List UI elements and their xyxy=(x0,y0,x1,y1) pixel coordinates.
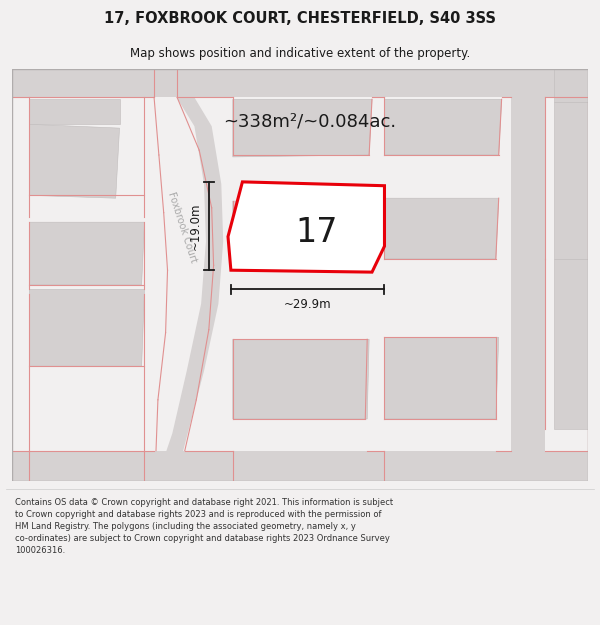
Polygon shape xyxy=(233,339,369,419)
Polygon shape xyxy=(29,289,145,366)
Polygon shape xyxy=(228,182,385,272)
Polygon shape xyxy=(29,222,145,284)
Polygon shape xyxy=(233,99,372,157)
Polygon shape xyxy=(554,259,588,429)
Polygon shape xyxy=(12,451,588,481)
Polygon shape xyxy=(29,99,119,124)
Polygon shape xyxy=(511,69,545,481)
Polygon shape xyxy=(554,69,588,102)
Text: 17, FOXBROOK COURT, CHESTERFIELD, S40 3SS: 17, FOXBROOK COURT, CHESTERFIELD, S40 3S… xyxy=(104,11,496,26)
Polygon shape xyxy=(154,69,223,481)
Polygon shape xyxy=(385,338,499,419)
Text: Contains OS data © Crown copyright and database right 2021. This information is : Contains OS data © Crown copyright and d… xyxy=(15,499,393,554)
Polygon shape xyxy=(554,102,588,259)
Text: Foxbrook Court: Foxbrook Court xyxy=(166,191,198,264)
Text: ~338m²/~0.084ac.: ~338m²/~0.084ac. xyxy=(223,112,396,131)
Text: 17: 17 xyxy=(295,216,338,249)
Text: ~19.0m: ~19.0m xyxy=(189,202,202,250)
Polygon shape xyxy=(385,99,502,155)
Polygon shape xyxy=(29,124,119,198)
Polygon shape xyxy=(12,69,588,98)
Polygon shape xyxy=(385,198,499,259)
Polygon shape xyxy=(233,201,372,262)
Text: Map shows position and indicative extent of the property.: Map shows position and indicative extent… xyxy=(130,48,470,60)
Text: ~29.9m: ~29.9m xyxy=(284,298,331,311)
